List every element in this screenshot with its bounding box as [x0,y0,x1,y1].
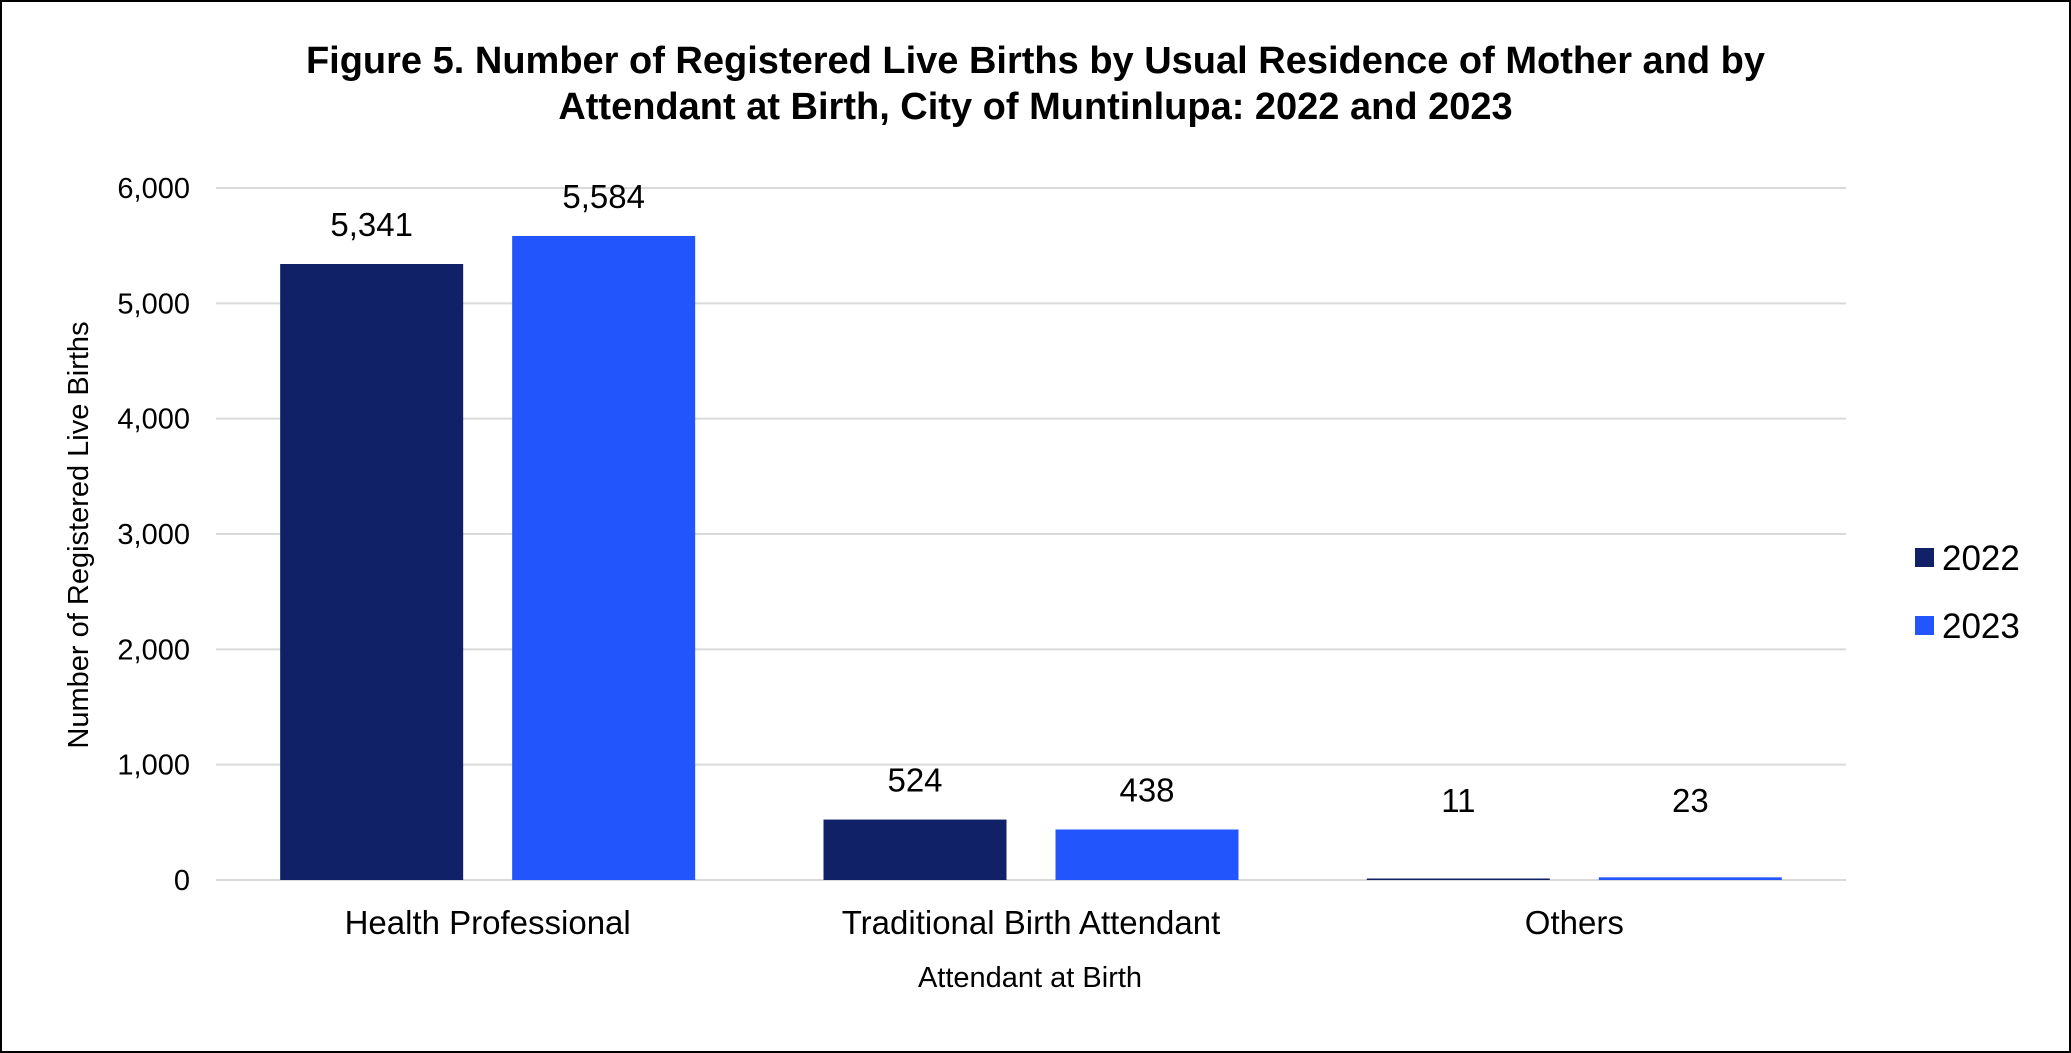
y-tick-label: 6,000 [117,173,190,205]
y-tick-label: 4,000 [117,404,190,436]
bar-2022 [823,819,1007,880]
y-tick-label: 5,000 [117,288,190,320]
data-label: 5,341 [330,206,413,243]
data-label: 23 [1672,782,1709,819]
y-tick-label: 3,000 [117,519,190,551]
data-label: 5,584 [562,178,645,215]
x-tick-label: Health Professional [345,904,631,941]
y-tick-label: 1,000 [117,750,190,782]
y-tick-label: 2,000 [117,634,190,666]
legend-label: 2022 [1942,539,2020,578]
y-tick-label: 0 [174,865,190,897]
bar-2022 [280,264,464,881]
chart-title-line-2: Attendant at Birth, City of Muntinlupa: … [558,86,1513,128]
bar-2022 [1366,878,1550,880]
bar-2023 [1055,829,1239,880]
chart-title-line-1: Figure 5. Number of Registered Live Birt… [305,40,1766,82]
x-tick-label: Traditional Birth Attendant [842,904,1221,941]
data-label: 438 [1119,771,1174,808]
bar-2023 [1598,877,1782,880]
data-label: 524 [887,762,942,799]
bar-2023 [512,235,696,881]
x-tick-label: Others [1525,904,1624,941]
legend-label: 2023 [1942,607,2020,646]
data-label: 11 [1441,782,1475,819]
x-axis-title: Attendant at Birth [918,962,1142,994]
legend-swatch-2023 [1915,616,1934,635]
legend-swatch-2022 [1915,548,1934,567]
y-axis-title: Number of Registered Live Births [63,321,95,748]
